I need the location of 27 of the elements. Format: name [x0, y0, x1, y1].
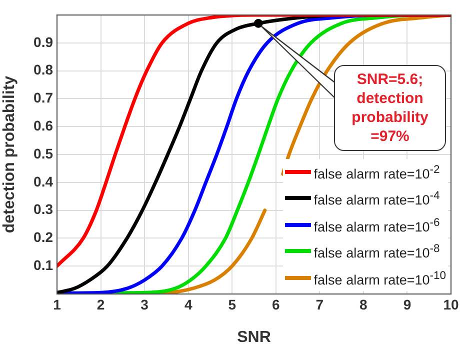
x-tick-label: 5: [228, 296, 236, 312]
legend-label: false alarm rate=10$^{-10}$: [314, 268, 446, 289]
x-tick-label: 3: [140, 296, 149, 312]
y-tick-label: 0.4: [34, 173, 54, 190]
y-tick-label: 0.2: [34, 229, 54, 246]
y-tick-label: 0.8: [34, 62, 54, 78]
x-tick-label: 6: [272, 296, 280, 312]
x-tick-label: 1: [53, 296, 62, 312]
y-tick-label: 0.6: [34, 117, 54, 134]
legend-label: false alarm rate=10$^{-8}$: [314, 242, 440, 262]
y-axis-title: detection probability: [1, 76, 18, 234]
legend-label: false alarm rate=10$^{-6}$: [314, 216, 440, 236]
x-tick-label: 4: [184, 296, 192, 312]
x-tick-label: 10: [443, 296, 459, 312]
annotation: SNR=5.6; detection probability =97%: [352, 71, 428, 145]
x-tick-label: 2: [96, 296, 105, 312]
y-tick-label: 0.5: [34, 145, 54, 162]
x-tick-label: 9: [403, 296, 412, 312]
y-tick-label: 0.9: [34, 34, 54, 50]
y-tick-label: 0.3: [34, 201, 54, 218]
x-tick-label: 8: [360, 296, 368, 312]
x-axis-title: SNR: [237, 328, 272, 346]
x-tick-label: 7: [316, 296, 324, 312]
legend-label: false alarm rate=10$^{-4}$: [314, 189, 440, 210]
y-tick-label: 0.7: [34, 90, 54, 106]
legend-label: false alarm rate=10$^{-2}$: [314, 162, 440, 183]
y-tick-label: 0.1: [34, 256, 54, 273]
